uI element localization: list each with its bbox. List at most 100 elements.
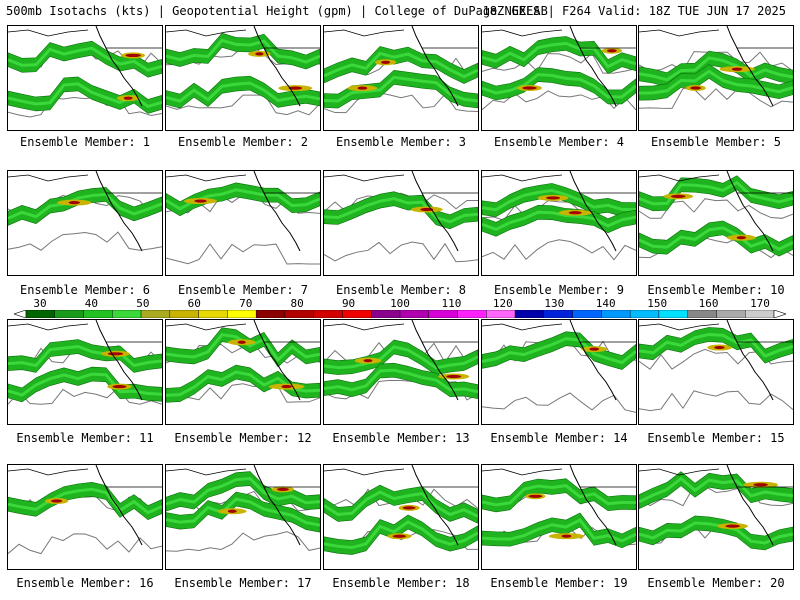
- colorbar-tick-label: 90: [341, 297, 356, 310]
- colorbar-swatch: [428, 310, 458, 318]
- ensemble-map-graphic: [324, 320, 478, 401]
- ensemble-map-graphic: [324, 171, 478, 263]
- colorbar-swatch: [140, 310, 171, 318]
- ensemble-member-label: Ensemble Member: 12: [174, 431, 312, 445]
- ensemble-map-4: [481, 25, 637, 131]
- colorbar-swatch: [25, 310, 55, 318]
- colorbar-swatch: [255, 310, 286, 318]
- ensemble-member-label: Ensemble Member: 11: [16, 431, 154, 445]
- ensemble-map-20: [638, 464, 794, 570]
- colorbar-swatch: [514, 310, 545, 318]
- colorbar-swatch: [227, 310, 257, 318]
- ensemble-map-graphic: [324, 465, 478, 555]
- ensemble-map-graphic: [8, 171, 162, 252]
- ensemble-map-graphic: [166, 320, 320, 403]
- colorbar-swatch: [371, 310, 401, 318]
- ensemble-member-label: Ensemble Member: 10: [647, 283, 785, 297]
- colorbar-swatch: [601, 310, 631, 318]
- ensemble-map-graphic: [639, 171, 793, 259]
- colorbar-tick-label: 150: [647, 297, 668, 310]
- ensemble-member-label: Ensemble Member: 18: [332, 576, 470, 590]
- ensemble-map-graphic: [8, 465, 162, 555]
- colorbar-swatch: [687, 310, 717, 318]
- ensemble-map-11: [7, 319, 163, 425]
- colorbar-tick-label: 30: [33, 297, 47, 310]
- ensemble-member-label: Ensemble Member: 15: [647, 431, 785, 445]
- colorbar-tick-label: 100: [390, 297, 410, 310]
- valid-time: 18Z GEFS | F264 Valid: 18Z TUE JUN 17 20…: [482, 4, 786, 18]
- colorbar-swatch: [543, 310, 573, 318]
- ensemble-member-label: Ensemble Member: 2: [177, 135, 309, 149]
- colorbar-swatch: [745, 310, 775, 318]
- colorbar-tick-label: 130: [544, 297, 565, 310]
- ensemble-member-label: Ensemble Member: 5: [650, 135, 782, 149]
- ensemble-map-19: [481, 464, 637, 570]
- colorbar-swatch: [629, 310, 660, 318]
- colorbar-tick-label: 40: [84, 297, 99, 310]
- colorbar-swatch: [284, 310, 314, 318]
- ensemble-map-2: [165, 25, 321, 131]
- ensemble-member-label: Ensemble Member: 8: [335, 283, 467, 297]
- colorbar-tick-label: 80: [290, 297, 304, 310]
- colorbar-swatch: [169, 310, 199, 318]
- colorbar-swatch: [457, 310, 487, 318]
- colorbar-swatch: [54, 310, 84, 318]
- colorbar-tick-label: 170: [750, 297, 770, 310]
- ensemble-map-graphic: [482, 26, 636, 111]
- colorbar-swatch: [399, 310, 429, 318]
- ensemble-member-label: Ensemble Member: 3: [335, 135, 467, 149]
- ensemble-member-label: Ensemble Member: 6: [19, 283, 151, 297]
- ensemble-map-graphic: [639, 26, 793, 109]
- ensemble-map-16: [7, 464, 163, 570]
- ensemble-member-label: Ensemble Member: 9: [493, 283, 625, 297]
- colorbar-tick-label: 140: [595, 297, 616, 310]
- ensemble-map-17: [165, 464, 321, 570]
- ensemble-map-graphic: [166, 465, 320, 552]
- ensemble-map-graphic: [482, 465, 636, 549]
- ensemble-map-5: [638, 25, 794, 131]
- colorbar-swatch: [83, 310, 113, 318]
- ensemble-map-10: [638, 170, 794, 276]
- ensemble-map-graphic: [166, 171, 320, 265]
- colorbar-swatch: [716, 310, 746, 318]
- colorbar-swatch: [572, 310, 602, 318]
- colorbar-tick-label: 70: [239, 297, 253, 310]
- colorbar-tick-label: 160: [698, 297, 719, 310]
- ensemble-map-graphic: [324, 26, 478, 114]
- colorbar-tick-label: 50: [136, 297, 150, 310]
- colorbar-swatch: [486, 310, 516, 318]
- ensemble-map-14: [481, 319, 637, 425]
- colorbar-swatch: [112, 310, 142, 318]
- ensemble-map-graphic: [639, 465, 793, 551]
- ensemble-map-7: [165, 170, 321, 276]
- ensemble-map-8: [323, 170, 479, 276]
- colorbar-right-arrow: [773, 310, 786, 318]
- ensemble-member-label: Ensemble Member: 13: [332, 431, 470, 445]
- ensemble-map-graphic: [8, 320, 162, 405]
- map-title: 500mb Isotachs (kts) | Geopotential Heig…: [6, 4, 548, 18]
- colorbar-tick-label: 60: [187, 297, 201, 310]
- ensemble-map-3: [323, 25, 479, 131]
- ensemble-map-1: [7, 25, 163, 131]
- ensemble-map-9: [481, 170, 637, 276]
- ensemble-map-13: [323, 319, 479, 425]
- ensemble-member-label: Ensemble Member: 7: [177, 283, 309, 297]
- colorbar-left-arrow: [14, 310, 27, 318]
- ensemble-member-label: Ensemble Member: 17: [174, 576, 312, 590]
- ensemble-member-label: Ensemble Member: 4: [493, 135, 625, 149]
- ensemble-map-graphic: [166, 26, 320, 116]
- colorbar-swatch: [342, 310, 372, 318]
- ensemble-map-15: [638, 319, 794, 425]
- ensemble-member-label: Ensemble Member: 14: [490, 431, 628, 445]
- colorbar-swatch: [198, 310, 228, 318]
- ensemble-member-label: Ensemble Member: 16: [16, 576, 154, 590]
- ensemble-map-12: [165, 319, 321, 425]
- colorbar-swatch: [658, 310, 688, 318]
- ensemble-map-graphic: [482, 320, 636, 413]
- ensemble-map-18: [323, 464, 479, 570]
- ensemble-map-graphic: [482, 171, 636, 261]
- colorbar-swatch: [313, 310, 343, 318]
- ensemble-member-label: Ensemble Member: 20: [647, 576, 785, 590]
- ensemble-map-graphic: [8, 26, 162, 118]
- ensemble-member-label: Ensemble Member: 1: [19, 135, 151, 149]
